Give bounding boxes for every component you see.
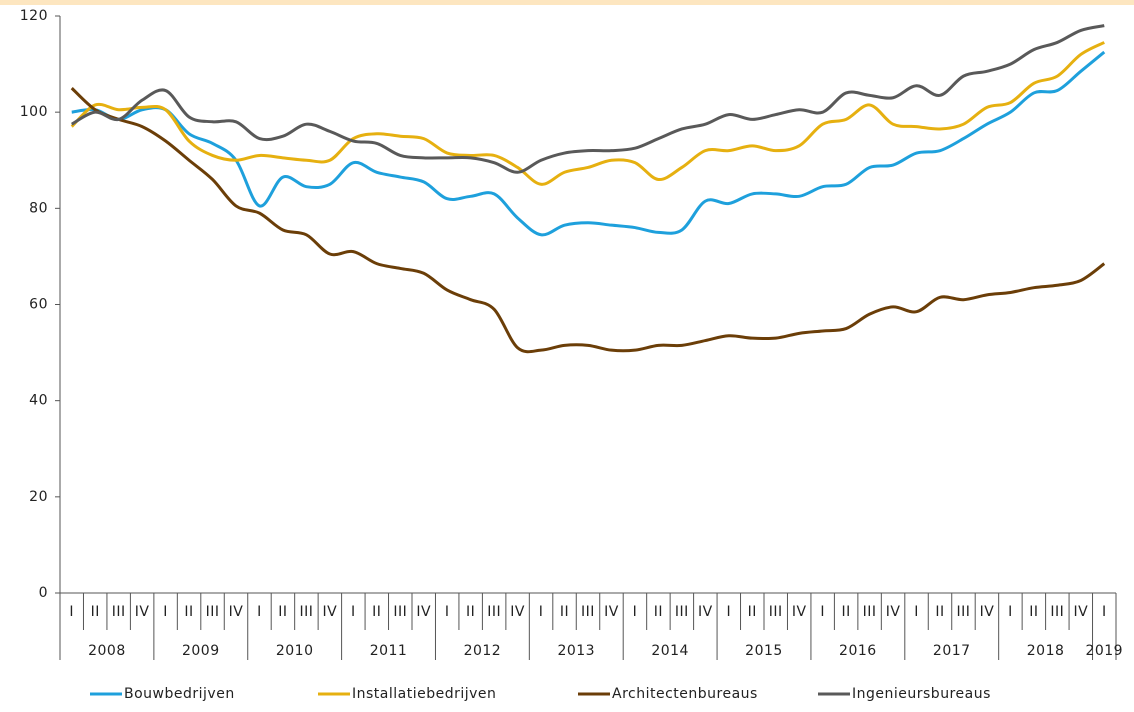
x-tick-label: II bbox=[1029, 604, 1038, 620]
year-label: 2014 bbox=[651, 643, 689, 659]
y-tick-label: 120 bbox=[20, 8, 48, 24]
x-tick-label: III bbox=[675, 604, 689, 620]
x-tick-label: II bbox=[372, 604, 381, 620]
x-tick-label: I bbox=[633, 604, 638, 620]
x-tick-label: I bbox=[69, 604, 74, 620]
series-line bbox=[70, 24, 1105, 174]
x-tick-label: IV bbox=[1073, 604, 1088, 620]
x-tick-label: II bbox=[466, 604, 475, 620]
year-label: 2012 bbox=[464, 643, 502, 659]
x-tick-label: II bbox=[91, 604, 100, 620]
year-label: 2010 bbox=[276, 643, 314, 659]
x-tick-label: I bbox=[351, 604, 356, 620]
x-tick-label: I bbox=[445, 604, 450, 620]
x-tick-label: III bbox=[393, 604, 407, 620]
x-tick-label: I bbox=[726, 604, 731, 620]
x-tick-label: II bbox=[935, 604, 944, 620]
x-tick-label: III bbox=[112, 604, 126, 620]
year-label: 2011 bbox=[370, 643, 408, 659]
year-label: 2017 bbox=[933, 643, 971, 659]
year-label: 2018 bbox=[1027, 643, 1065, 659]
y-tick-label: 100 bbox=[20, 104, 48, 120]
x-tick-label: IV bbox=[510, 604, 525, 620]
legend-label: Architectenbureaus bbox=[612, 686, 758, 702]
legend-label: Ingenieursbureaus bbox=[852, 686, 991, 702]
x-tick-label: III bbox=[299, 604, 313, 620]
x-tick-label: IV bbox=[886, 604, 901, 620]
y-tick-label: 40 bbox=[29, 393, 48, 409]
year-label: 2008 bbox=[88, 643, 126, 659]
x-tick-label: II bbox=[842, 604, 851, 620]
legend-label: Bouwbedrijven bbox=[124, 686, 235, 702]
y-tick-label: 80 bbox=[29, 200, 48, 216]
x-tick-label: I bbox=[539, 604, 544, 620]
x-tick-label: IV bbox=[135, 604, 150, 620]
x-tick-label: II bbox=[184, 604, 193, 620]
x-tick-label: I bbox=[1008, 604, 1013, 620]
y-tick-label: 0 bbox=[39, 585, 48, 601]
x-tick-label: IV bbox=[229, 604, 244, 620]
x-tick-label: II bbox=[748, 604, 757, 620]
series-line bbox=[70, 87, 1106, 354]
x-tick-label: III bbox=[581, 604, 595, 620]
y-tick-label: 60 bbox=[29, 297, 48, 313]
x-tick-label: I bbox=[914, 604, 919, 620]
x-tick-label: III bbox=[769, 604, 783, 620]
x-tick-label: IV bbox=[698, 604, 713, 620]
x-tick-label: IV bbox=[416, 604, 431, 620]
legend-label: Installatiebedrijven bbox=[352, 686, 496, 702]
series-line bbox=[70, 41, 1105, 186]
y-tick-label: 20 bbox=[29, 489, 48, 505]
x-tick-label: III bbox=[206, 604, 220, 620]
year-label: 2019 bbox=[1085, 643, 1123, 659]
x-tick-label: II bbox=[560, 604, 569, 620]
x-tick-label: I bbox=[163, 604, 168, 620]
year-label: 2015 bbox=[745, 643, 783, 659]
year-label: 2009 bbox=[182, 643, 220, 659]
x-tick-label: I bbox=[820, 604, 825, 620]
x-tick-label: II bbox=[654, 604, 663, 620]
x-tick-label: III bbox=[1050, 604, 1064, 620]
x-tick-label: IV bbox=[604, 604, 619, 620]
x-tick-label: IV bbox=[792, 604, 807, 620]
x-tick-label: IV bbox=[323, 604, 338, 620]
x-tick-label: IV bbox=[980, 604, 995, 620]
top-band bbox=[0, 0, 1134, 5]
x-tick-label: I bbox=[1102, 604, 1107, 620]
x-tick-label: II bbox=[278, 604, 287, 620]
x-tick-label: III bbox=[863, 604, 877, 620]
series-line bbox=[71, 50, 1106, 237]
year-label: 2013 bbox=[557, 643, 595, 659]
year-label: 2016 bbox=[839, 643, 877, 659]
x-tick-label: III bbox=[957, 604, 971, 620]
x-tick-label: III bbox=[487, 604, 501, 620]
x-tick-label: I bbox=[257, 604, 262, 620]
